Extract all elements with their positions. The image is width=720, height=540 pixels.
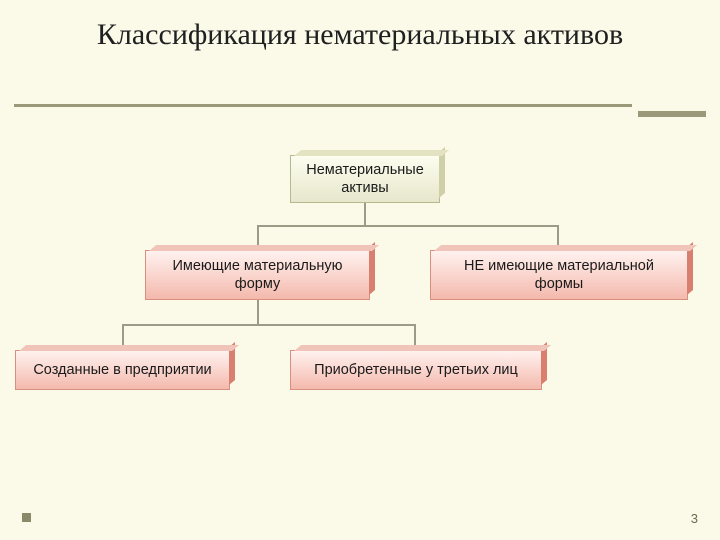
node-created-in-enterprise: Созданные в предприятии — [15, 350, 230, 390]
title-underline — [0, 104, 720, 116]
footer-bullet-icon — [22, 513, 31, 522]
slide-title: Классификация нематериальных активов — [0, 0, 720, 54]
connector — [257, 225, 559, 227]
connector — [122, 324, 416, 326]
node-has-material-form: Имеющие материальную форму — [145, 250, 370, 300]
page-number: 3 — [691, 511, 698, 526]
node-acquired-from-third-parties: Приобретенные у третьих лиц — [290, 350, 542, 390]
node-no-material-form: НЕ имеющие материальной формы — [430, 250, 688, 300]
connector — [257, 300, 259, 324]
node-root: Нематериальные активы — [290, 155, 440, 203]
connector — [364, 203, 366, 225]
